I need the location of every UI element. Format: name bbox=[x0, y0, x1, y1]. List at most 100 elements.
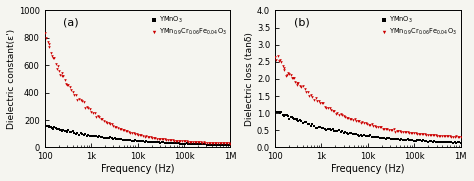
YMnO$_3$ bbox=[41, 123, 48, 126]
YMn$_{0.9}$Cr$_{0.06}$Fe$_{0.04}$O$_3$ bbox=[446, 135, 454, 138]
YMnO$_3$ bbox=[421, 139, 428, 142]
YMn$_{0.9}$Cr$_{0.06}$Fe$_{0.04}$O$_3$ bbox=[340, 115, 347, 118]
YMnO$_3$ bbox=[148, 140, 156, 143]
YMn$_{0.9}$Cr$_{0.06}$Fe$_{0.04}$O$_3$ bbox=[219, 142, 227, 145]
YMnO$_3$ bbox=[285, 117, 293, 120]
YMnO$_3$ bbox=[197, 143, 205, 146]
YMnO$_3$ bbox=[175, 142, 182, 145]
YMn$_{0.9}$Cr$_{0.06}$Fe$_{0.04}$O$_3$ bbox=[102, 121, 109, 124]
YMnO$_3$ bbox=[292, 118, 299, 121]
YMnO$_3$ bbox=[127, 139, 134, 142]
YMnO$_3$ bbox=[67, 131, 75, 134]
YMnO$_3$ bbox=[201, 143, 209, 146]
YMn$_{0.9}$Cr$_{0.06}$Fe$_{0.04}$O$_3$ bbox=[100, 120, 108, 123]
YMnO$_3$ bbox=[273, 110, 280, 113]
YMnO$_3$ bbox=[402, 138, 410, 141]
YMn$_{0.9}$Cr$_{0.06}$Fe$_{0.04}$O$_3$ bbox=[312, 96, 319, 99]
YMnO$_3$ bbox=[122, 138, 129, 141]
YMn$_{0.9}$Cr$_{0.06}$Fe$_{0.04}$O$_3$ bbox=[225, 142, 233, 145]
YMn$_{0.9}$Cr$_{0.06}$Fe$_{0.04}$O$_3$ bbox=[407, 132, 415, 134]
YMnO$_3$ bbox=[95, 135, 103, 138]
YMn$_{0.9}$Cr$_{0.06}$Fe$_{0.04}$O$_3$ bbox=[95, 115, 103, 118]
YMn$_{0.9}$Cr$_{0.06}$Fe$_{0.04}$O$_3$ bbox=[271, 56, 279, 58]
YMn$_{0.9}$Cr$_{0.06}$Fe$_{0.04}$O$_3$ bbox=[290, 76, 298, 79]
YMnO$_3$ bbox=[206, 143, 214, 146]
YMnO$_3$ bbox=[293, 118, 301, 121]
YMn$_{0.9}$Cr$_{0.06}$Fe$_{0.04}$O$_3$ bbox=[392, 130, 399, 133]
YMn$_{0.9}$Cr$_{0.06}$Fe$_{0.04}$O$_3$ bbox=[404, 131, 411, 133]
YMnO$_3$ bbox=[188, 143, 195, 146]
YMnO$_3$ bbox=[72, 132, 80, 135]
YMnO$_3$ bbox=[120, 139, 128, 142]
YMnO$_3$ bbox=[377, 137, 385, 140]
YMnO$_3$ bbox=[63, 131, 71, 133]
YMn$_{0.9}$Cr$_{0.06}$Fe$_{0.04}$O$_3$ bbox=[113, 125, 120, 128]
YMn$_{0.9}$Cr$_{0.06}$Fe$_{0.04}$O$_3$ bbox=[184, 140, 192, 143]
YMn$_{0.9}$Cr$_{0.06}$Fe$_{0.04}$O$_3$ bbox=[382, 128, 390, 131]
YMn$_{0.9}$Cr$_{0.06}$Fe$_{0.04}$O$_3$ bbox=[109, 125, 117, 128]
YMnO$_3$ bbox=[167, 142, 175, 145]
YMn$_{0.9}$Cr$_{0.06}$Fe$_{0.04}$O$_3$ bbox=[288, 76, 296, 79]
Text: (b): (b) bbox=[293, 17, 309, 27]
YMn$_{0.9}$Cr$_{0.06}$Fe$_{0.04}$O$_3$ bbox=[394, 129, 402, 132]
YMn$_{0.9}$Cr$_{0.06}$Fe$_{0.04}$O$_3$ bbox=[82, 106, 89, 109]
YMnO$_3$ bbox=[147, 140, 155, 143]
YMnO$_3$ bbox=[281, 113, 288, 116]
YMnO$_3$ bbox=[200, 143, 208, 146]
YMnO$_3$ bbox=[99, 136, 106, 138]
YMn$_{0.9}$Cr$_{0.06}$Fe$_{0.04}$O$_3$ bbox=[421, 132, 428, 135]
YMn$_{0.9}$Cr$_{0.06}$Fe$_{0.04}$O$_3$ bbox=[172, 139, 180, 142]
YMn$_{0.9}$Cr$_{0.06}$Fe$_{0.04}$O$_3$ bbox=[356, 120, 363, 123]
YMn$_{0.9}$Cr$_{0.06}$Fe$_{0.04}$O$_3$ bbox=[457, 136, 465, 138]
YMnO$_3$ bbox=[337, 130, 344, 133]
YMn$_{0.9}$Cr$_{0.06}$Fe$_{0.04}$O$_3$ bbox=[383, 128, 391, 131]
YMnO$_3$ bbox=[392, 138, 399, 141]
YMnO$_3$ bbox=[118, 138, 125, 141]
YMn$_{0.9}$Cr$_{0.06}$Fe$_{0.04}$O$_3$ bbox=[359, 121, 366, 124]
YMn$_{0.9}$Cr$_{0.06}$Fe$_{0.04}$O$_3$ bbox=[401, 131, 409, 134]
YMnO$_3$ bbox=[80, 133, 87, 136]
YMnO$_3$ bbox=[374, 136, 382, 139]
YMn$_{0.9}$Cr$_{0.06}$Fe$_{0.04}$O$_3$ bbox=[435, 134, 443, 137]
YMnO$_3$ bbox=[214, 143, 222, 146]
YMn$_{0.9}$Cr$_{0.06}$Fe$_{0.04}$O$_3$ bbox=[412, 132, 419, 135]
YMnO$_3$ bbox=[116, 138, 123, 141]
YMn$_{0.9}$Cr$_{0.06}$Fe$_{0.04}$O$_3$ bbox=[42, 36, 50, 39]
YMn$_{0.9}$Cr$_{0.06}$Fe$_{0.04}$O$_3$ bbox=[178, 140, 186, 143]
YMnO$_3$ bbox=[58, 129, 65, 132]
YMn$_{0.9}$Cr$_{0.06}$Fe$_{0.04}$O$_3$ bbox=[346, 117, 354, 120]
YMnO$_3$ bbox=[287, 116, 294, 119]
YMnO$_3$ bbox=[137, 140, 145, 143]
YMnO$_3$ bbox=[309, 123, 316, 126]
YMn$_{0.9}$Cr$_{0.06}$Fe$_{0.04}$O$_3$ bbox=[220, 142, 228, 145]
YMn$_{0.9}$Cr$_{0.06}$Fe$_{0.04}$O$_3$ bbox=[299, 85, 307, 88]
YMnO$_3$ bbox=[454, 141, 462, 144]
YMn$_{0.9}$Cr$_{0.06}$Fe$_{0.04}$O$_3$ bbox=[222, 142, 229, 145]
YMn$_{0.9}$Cr$_{0.06}$Fe$_{0.04}$O$_3$ bbox=[306, 95, 313, 98]
YMnO$_3$ bbox=[435, 140, 443, 143]
YMnO$_3$ bbox=[94, 135, 101, 138]
YMnO$_3$ bbox=[441, 141, 449, 144]
YMn$_{0.9}$Cr$_{0.06}$Fe$_{0.04}$O$_3$ bbox=[349, 119, 357, 121]
YMnO$_3$ bbox=[47, 126, 55, 129]
YMnO$_3$ bbox=[296, 118, 304, 121]
YMnO$_3$ bbox=[109, 137, 117, 140]
YMnO$_3$ bbox=[456, 141, 463, 144]
YMnO$_3$ bbox=[274, 111, 282, 114]
YMnO$_3$ bbox=[222, 144, 229, 147]
YMnO$_3$ bbox=[103, 137, 111, 140]
YMn$_{0.9}$Cr$_{0.06}$Fe$_{0.04}$O$_3$ bbox=[352, 119, 360, 122]
YMn$_{0.9}$Cr$_{0.06}$Fe$_{0.04}$O$_3$ bbox=[135, 133, 142, 136]
YMnO$_3$ bbox=[405, 139, 413, 142]
YMn$_{0.9}$Cr$_{0.06}$Fe$_{0.04}$O$_3$ bbox=[318, 101, 326, 104]
YMn$_{0.9}$Cr$_{0.06}$Fe$_{0.04}$O$_3$ bbox=[116, 128, 123, 131]
YMnO$_3$ bbox=[155, 141, 163, 144]
YMnO$_3$ bbox=[323, 128, 330, 131]
YMn$_{0.9}$Cr$_{0.06}$Fe$_{0.04}$O$_3$ bbox=[61, 79, 69, 82]
YMn$_{0.9}$Cr$_{0.06}$Fe$_{0.04}$O$_3$ bbox=[227, 142, 234, 145]
YMnO$_3$ bbox=[332, 130, 340, 132]
YMn$_{0.9}$Cr$_{0.06}$Fe$_{0.04}$O$_3$ bbox=[71, 94, 78, 97]
YMnO$_3$ bbox=[373, 135, 380, 138]
YMn$_{0.9}$Cr$_{0.06}$Fe$_{0.04}$O$_3$ bbox=[416, 132, 424, 135]
YMnO$_3$ bbox=[279, 113, 286, 116]
